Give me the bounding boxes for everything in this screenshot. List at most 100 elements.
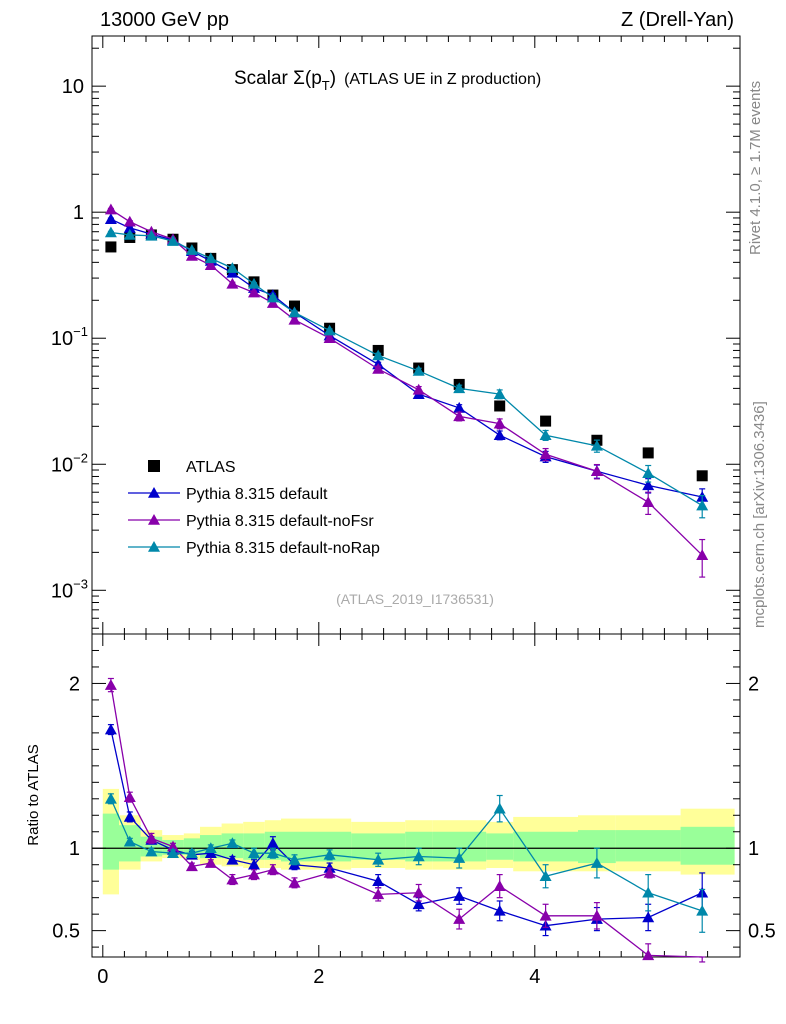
ratio-y-tick-label-left: 0.5 [52,921,80,943]
ratio-y-tick-label-right: 1 [748,838,759,860]
data-point-noFsr [204,259,217,270]
x-tick-label: 0 [97,966,108,988]
data-point-noRap [104,226,117,238]
ratio-point-noRap [167,847,179,858]
legend-label-noRap: Pythia 8.315 default-noRap [186,540,380,557]
legend-label-default: Pythia 8.315 default [186,486,328,503]
ratio-point-noRap [453,852,466,863]
ratio-point-noFsr [185,860,198,872]
ratio-point-noRap [590,857,603,868]
ratio-y-tick-label-left: 2 [69,673,80,695]
ratio-tick-labels: 2 2 1 1 0.5 0.5 0 2 4 [52,673,776,988]
data-point-noRap [539,429,552,441]
data-point-noRap [696,499,709,511]
data-point-noFsr [493,417,506,429]
ratio-point-noFsr [642,949,655,961]
data-point-atlas [105,241,117,253]
ratio-point-default [412,898,425,910]
ratio-point-noRap [696,904,709,916]
ratio-point-default [372,875,385,886]
ratio-point-noFsr [323,866,336,878]
ratio-point-default [642,911,655,923]
ratio-point-noRap [493,802,506,814]
ratio-point-default [226,853,239,865]
ratio-point-default [453,890,466,901]
ratio-plot: 2 2 1 1 0.5 0.5 0 2 4 Ratio to ATLAS [25,633,776,988]
data-point-noFsr [123,215,136,227]
ratio-point-noRap [123,835,136,847]
data-point-atlas [642,447,654,459]
data-point-noRap [266,291,279,303]
data-point-noFsr [248,286,260,298]
band-inner-bin [513,831,578,862]
data-point-noFsr [266,297,279,308]
data-point-default [642,479,655,491]
data-point-noRap [288,306,301,318]
main-title-prefix: Scalar Σ(p [234,68,322,89]
ratio-point-noFsr [104,679,117,690]
data-point-noRap [248,277,260,289]
ratio-point-noRap [372,853,385,865]
ratio-point-noRap [412,850,425,862]
band-inner-bin [680,826,735,865]
main-y-tick-label-base: 1 [73,202,84,224]
main-y-tick-label: 10−1 [51,324,88,350]
data-point-noRap [453,382,466,394]
mcplots-credit-label: mcplots.cern.ch [arXiv:1306.3436] [751,401,768,628]
data-point-atlas [696,470,708,482]
data-point-noRap [204,252,217,264]
data-point-noRap [372,349,385,361]
header-energy-label: 13000 GeV pp [100,9,229,31]
ratio-point-noRap [145,845,158,857]
main-y-tick-label-base: 10 [62,76,84,98]
ratio-point-default [266,837,279,849]
ratio-point-noRap [288,853,301,865]
band-inner-bin [102,813,119,870]
data-point-noFsr [185,249,198,261]
data-point-noFsr [539,448,552,460]
ratio-series-noRap [104,792,709,933]
ratio-point-noFsr [226,873,239,885]
ratio-point-noFsr [288,876,301,888]
data-point-default [104,213,117,224]
rivet-version-label: Rivet 4.1.0, ≥ 1.7M events [747,81,764,255]
main-title-subscript: T [322,78,330,93]
band-inner-bin [183,838,200,855]
legend-label-noFsr: Pythia 8.315 default-noFsr [186,513,374,530]
band-inner-bin [615,830,681,862]
ratio-point-default [493,904,506,916]
data-point-noFsr [696,549,709,560]
ratio-point-noFsr [204,857,217,868]
ratio-point-noFsr [493,880,506,891]
data-point-noFsr [288,313,301,325]
data-point-noFsr [372,362,385,374]
ratio-point-noFsr [167,840,179,852]
series-atlas [105,229,708,482]
legend-marker-noRap [148,541,160,552]
legend-marker-default [148,487,160,498]
ratio-point-noRap [266,847,279,858]
ratio-point-noFsr [590,909,603,921]
ratio-point-noFsr [145,832,158,844]
ratio-point-default [104,723,117,735]
band-inner-bin [486,833,514,860]
legend-item-default: Pythia 8.315 default [128,486,328,503]
legend-marker-noFsr [148,514,160,525]
ratio-y-axis-label: Ratio to ATLAS [25,744,42,845]
data-point-noFsr [642,496,655,507]
ratio-point-noFsr [248,868,260,880]
data-point-noRap [590,439,603,451]
ratio-point-noRap [204,842,217,854]
series-noRap [104,226,709,519]
analysis-id-label: (ATLAS_2019_I1736531) [336,591,494,607]
legend-item-noRap: Pythia 8.315 default-noRap [128,540,380,557]
ratio-point-noFsr [372,888,385,900]
data-point-default [453,401,466,413]
data-point-noRap [412,364,425,376]
ratio-point-noRap [248,847,260,858]
legend-marker-atlas [148,460,160,472]
data-point-noFsr [323,332,336,344]
main-title-suffix: ) [330,68,336,89]
main-title: Scalar Σ(pT) (ATLAS UE in Z production) [234,68,541,93]
